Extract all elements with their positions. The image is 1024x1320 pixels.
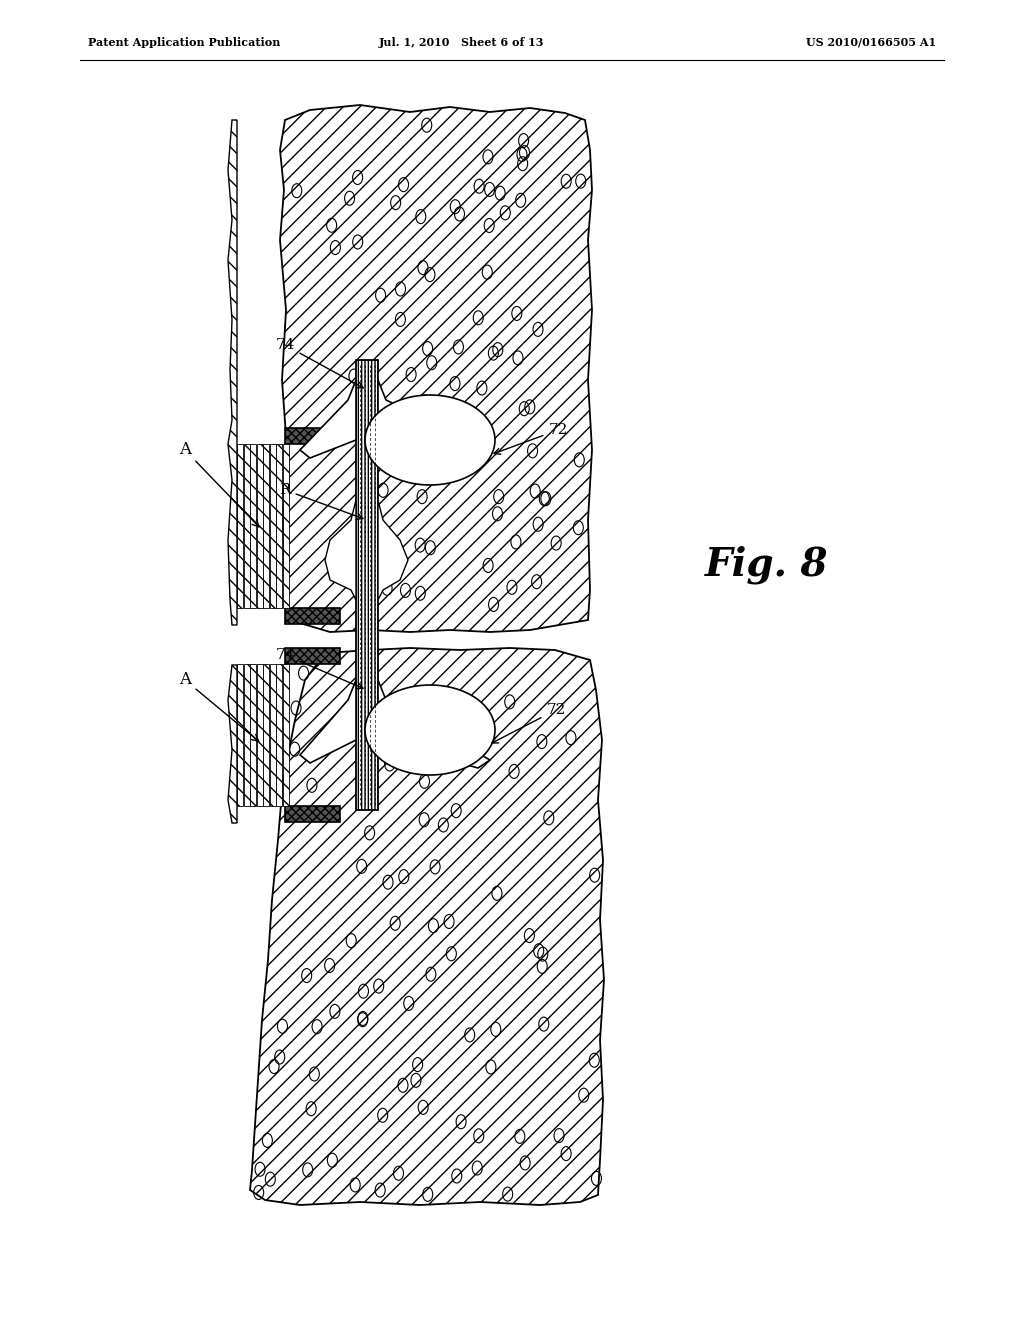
Polygon shape — [378, 500, 408, 601]
Polygon shape — [228, 120, 237, 624]
Bar — [283, 444, 289, 609]
Bar — [237, 444, 243, 609]
Text: US 2010/0166505 A1: US 2010/0166505 A1 — [806, 37, 936, 48]
Bar — [256, 664, 262, 807]
Bar — [283, 664, 289, 807]
Text: A: A — [179, 441, 259, 527]
Bar — [237, 664, 243, 807]
Bar — [285, 648, 340, 664]
Bar — [356, 360, 378, 810]
Ellipse shape — [365, 685, 495, 775]
Text: Patent Application Publication: Patent Application Publication — [88, 37, 281, 48]
Polygon shape — [378, 380, 490, 458]
Text: R: R — [280, 483, 362, 519]
Bar — [285, 807, 340, 822]
Bar — [250, 444, 256, 609]
Polygon shape — [250, 648, 604, 1205]
Ellipse shape — [365, 395, 495, 484]
Text: Jul. 1, 2010   Sheet 6 of 13: Jul. 1, 2010 Sheet 6 of 13 — [379, 37, 545, 48]
Polygon shape — [300, 680, 356, 763]
Bar — [269, 444, 275, 609]
Polygon shape — [228, 665, 237, 822]
Text: Fig. 8: Fig. 8 — [705, 545, 828, 585]
Polygon shape — [378, 680, 490, 768]
Bar — [263, 664, 269, 807]
Bar — [244, 664, 250, 807]
Bar — [250, 664, 256, 807]
Polygon shape — [300, 380, 356, 458]
Bar — [256, 444, 262, 609]
Text: 72: 72 — [492, 704, 565, 743]
Text: 74: 74 — [275, 648, 364, 689]
Polygon shape — [325, 500, 356, 601]
Bar — [276, 664, 282, 807]
Polygon shape — [280, 106, 592, 632]
Bar — [276, 444, 282, 609]
Bar — [263, 444, 269, 609]
Bar — [269, 664, 275, 807]
Text: 74: 74 — [275, 338, 364, 388]
Bar — [285, 609, 340, 624]
Text: 72: 72 — [494, 422, 567, 454]
Text: A: A — [179, 672, 259, 742]
Bar — [244, 444, 250, 609]
Bar — [285, 428, 340, 444]
